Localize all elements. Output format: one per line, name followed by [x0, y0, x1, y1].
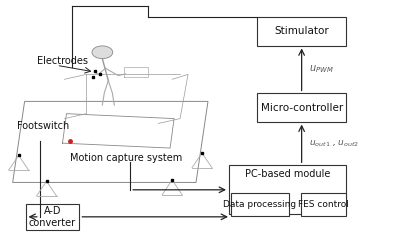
Text: PC-based module: PC-based module — [245, 169, 330, 179]
FancyBboxPatch shape — [229, 165, 346, 214]
Text: $u_{PWM}$: $u_{PWM}$ — [309, 63, 334, 75]
FancyBboxPatch shape — [26, 204, 80, 230]
Text: Data processing: Data processing — [223, 200, 296, 209]
Text: Electrodes: Electrodes — [37, 56, 88, 66]
FancyBboxPatch shape — [257, 93, 346, 122]
Text: FES control: FES control — [298, 200, 349, 209]
Circle shape — [92, 46, 113, 59]
FancyBboxPatch shape — [257, 17, 346, 45]
Text: Footswitch: Footswitch — [17, 121, 69, 131]
Text: Stimulator: Stimulator — [274, 26, 329, 36]
Text: $u_{out1}$ , $u_{out2}$: $u_{out1}$ , $u_{out2}$ — [309, 138, 359, 149]
FancyBboxPatch shape — [301, 193, 346, 216]
Text: Motion capture system: Motion capture system — [70, 153, 183, 163]
FancyBboxPatch shape — [231, 193, 289, 216]
Text: A-D
converter: A-D converter — [29, 206, 76, 228]
Text: Micro-controller: Micro-controller — [260, 103, 343, 113]
